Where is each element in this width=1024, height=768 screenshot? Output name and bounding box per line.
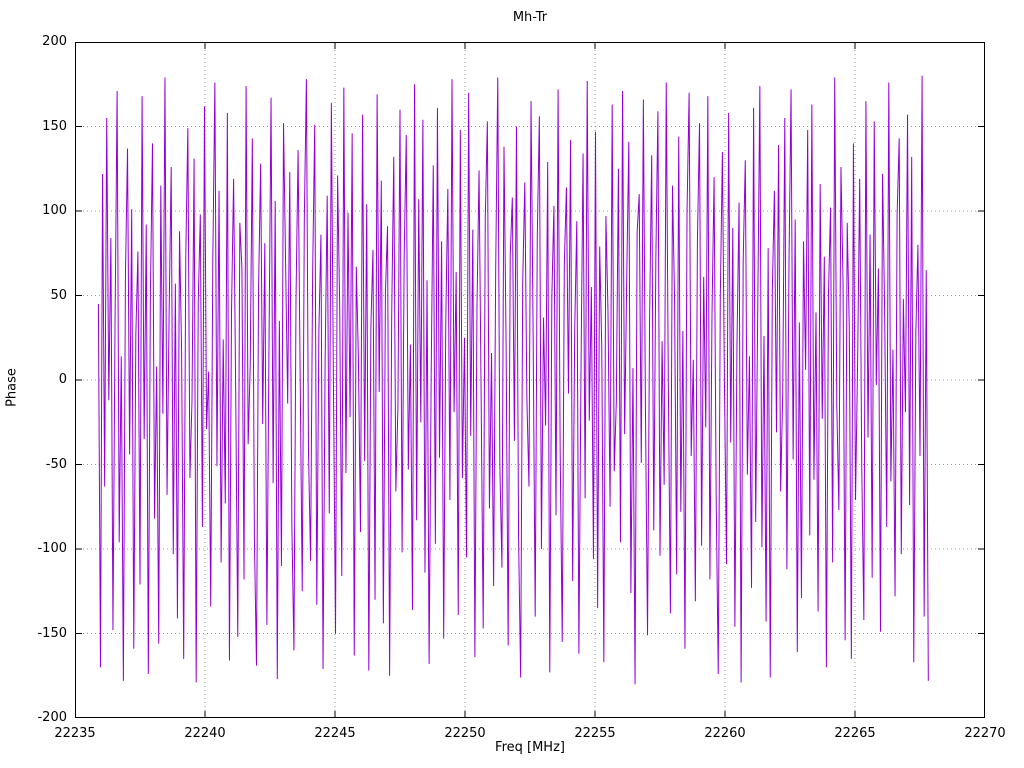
y-tick-label: 100: [42, 203, 67, 218]
plot-svg: [75, 42, 985, 718]
y-tick-label: -150: [37, 625, 67, 641]
y-tick-label: -50: [45, 456, 67, 472]
x-axis-label: Freq [MHz]: [495, 740, 565, 755]
y-tick-label: -100: [37, 541, 67, 556]
y-tick-label: -200: [37, 710, 67, 725]
chart-title: Mh-Tr: [512, 10, 548, 25]
y-axis-label: Phase: [4, 368, 20, 407]
y-tick-label: 200: [42, 34, 67, 49]
y-tick-label: 50: [50, 287, 67, 303]
plot-area: [75, 42, 985, 718]
y-tick-label: 150: [42, 118, 67, 134]
